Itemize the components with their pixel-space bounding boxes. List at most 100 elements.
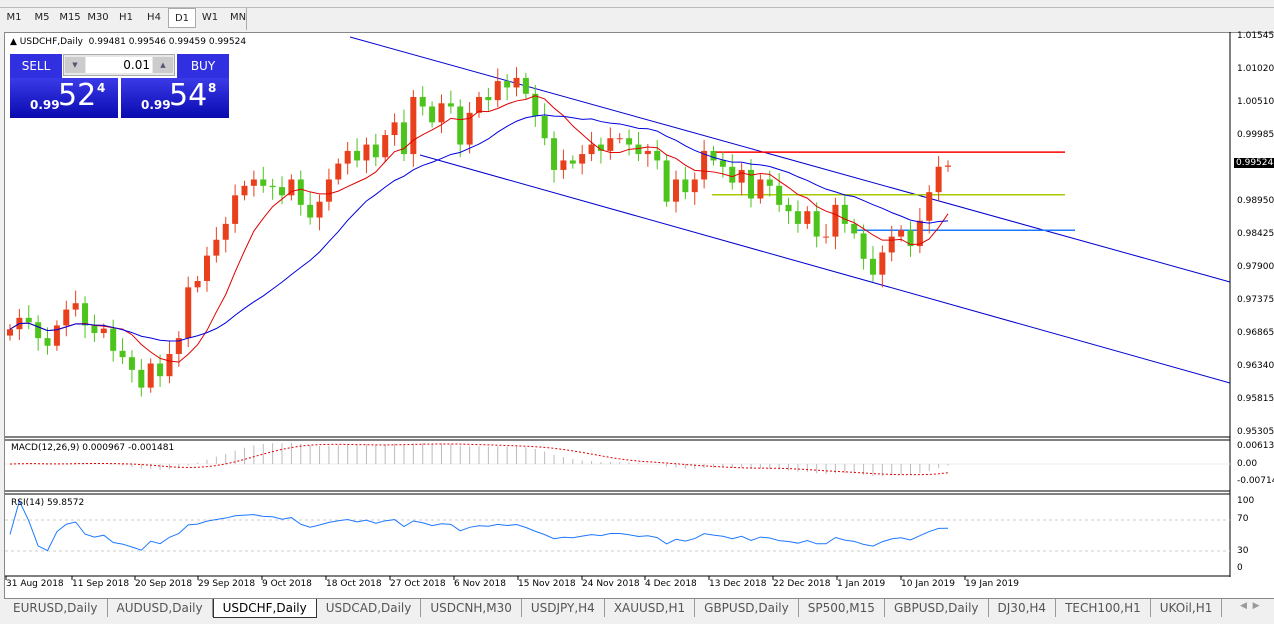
- candle-body: [222, 223, 229, 240]
- candle-body: [710, 150, 717, 161]
- candle-body: [907, 230, 914, 247]
- candle-body: [504, 81, 511, 88]
- tab-scroll-arrows-icon[interactable]: ◀ ▶: [1240, 601, 1260, 611]
- candle-body: [869, 258, 876, 275]
- candle-body: [63, 309, 70, 326]
- chart-tab[interactable]: USDCAD,Daily: [317, 599, 422, 617]
- candle-body: [100, 328, 107, 334]
- candle-body: [363, 144, 370, 161]
- buy-price-fraction: 8: [208, 81, 217, 95]
- channel-upper-line: [349, 36, 1231, 283]
- timeframe-w1[interactable]: W1: [201, 12, 219, 23]
- candle-body: [644, 150, 651, 155]
- macd-label: MACD(12,26,9) 0.000967 -0.001481: [11, 443, 175, 453]
- timeframe-m5[interactable]: M5: [34, 12, 50, 23]
- candle-body: [635, 144, 642, 155]
- candle-body: [372, 144, 379, 158]
- candle-body: [916, 220, 923, 247]
- candle-body: [447, 103, 454, 107]
- date-tick-label: 13 Dec 2018: [709, 579, 767, 589]
- candle-body: [588, 144, 595, 155]
- timeframe-d1[interactable]: D1: [168, 8, 196, 28]
- price-tick-label: 1.01545: [1237, 31, 1274, 41]
- buy-button[interactable]: BUY: [177, 54, 229, 78]
- candle-body: [429, 106, 436, 123]
- candle-body: [316, 201, 323, 218]
- candle-body: [766, 179, 773, 186]
- candle-body: [560, 160, 567, 170]
- candle-body: [457, 106, 464, 145]
- date-tick-label: 19 Jan 2019: [965, 579, 1019, 589]
- lot-input[interactable]: 0.01: [86, 57, 152, 73]
- price-tick-label: 1.01020: [1237, 64, 1274, 74]
- candle-body: [354, 150, 361, 161]
- buy-price[interactable]: 0.99 54 8: [121, 78, 229, 118]
- candle-body: [25, 317, 32, 323]
- lot-size-stepper[interactable]: ▼ 0.01 ▲: [63, 54, 175, 76]
- rsi-tick-label: 30: [1237, 546, 1249, 556]
- price-tick-label: 0.95305: [1237, 427, 1274, 437]
- fast-moving-average-line: [9, 95, 949, 363]
- candle-body: [325, 179, 332, 202]
- candle-body: [823, 236, 830, 238]
- candle-body: [232, 195, 239, 224]
- chart-tab[interactable]: SP500,M15: [799, 599, 885, 617]
- candle-body: [157, 363, 164, 377]
- increase-lot-icon[interactable]: ▲: [153, 57, 173, 73]
- chart-tab[interactable]: GBPUSD,Daily: [885, 599, 989, 617]
- chart-tab[interactable]: XAUUSD,H1: [605, 599, 696, 617]
- timeframe-h4[interactable]: H4: [147, 12, 161, 23]
- chart-tab[interactable]: DJ30,H4: [989, 599, 1057, 617]
- candle-body: [241, 185, 248, 196]
- sell-price[interactable]: 0.99 52 4: [10, 78, 118, 118]
- chart-tab[interactable]: USDCNH,M30: [421, 599, 522, 617]
- chart-tab[interactable]: EURUSD,Daily: [4, 599, 108, 617]
- candle-body: [841, 204, 848, 224]
- candle-body: [898, 230, 905, 237]
- timeframe-mn[interactable]: MN: [229, 12, 247, 23]
- chart-tab[interactable]: USDCHF,Daily: [212, 599, 317, 618]
- buy-price-prefix: 0.99: [141, 98, 171, 112]
- candle-body: [438, 103, 445, 123]
- price-tick-label: 0.97900: [1237, 262, 1274, 272]
- candle-body: [7, 329, 13, 336]
- macd-tick-label: -0.007142: [1237, 476, 1274, 486]
- chart-tab[interactable]: GBPUSD,Daily: [695, 599, 799, 617]
- candle-body: [175, 338, 182, 354]
- candle-body: [269, 185, 276, 188]
- candle-body: [626, 138, 633, 145]
- timeframe-bar: M1 M5 M15 M30 H1 H4 D1 W1 MN: [0, 8, 252, 30]
- date-tick-label: 31 Aug 2018: [6, 579, 64, 589]
- candle-body: [691, 179, 698, 193]
- candle-body: [654, 150, 661, 161]
- candle-body: [719, 160, 726, 167]
- timeframe-m1[interactable]: M1: [6, 12, 22, 23]
- candle-body: [513, 77, 520, 88]
- candle-body: [597, 144, 604, 151]
- chart-tab[interactable]: AUDUSD,Daily: [108, 599, 213, 617]
- candle-body: [44, 338, 51, 346]
- date-tick-label: 6 Nov 2018: [454, 579, 506, 589]
- sell-button[interactable]: SELL: [10, 54, 62, 78]
- candle-body: [532, 93, 539, 117]
- candle-body: [335, 163, 342, 180]
- price-tick-label: 0.97375: [1237, 295, 1274, 305]
- collapse-triangle-icon[interactable]: ▲: [10, 37, 20, 47]
- candle-body: [879, 252, 886, 275]
- buy-price-pips: 54: [169, 78, 208, 113]
- timeframe-m30[interactable]: M30: [87, 12, 109, 23]
- candle-body: [616, 138, 623, 140]
- chart-window[interactable]: [4, 32, 1274, 599]
- candle-body: [391, 122, 398, 136]
- timeframe-h1[interactable]: H1: [119, 12, 133, 23]
- candle-body: [672, 179, 679, 202]
- candle-body: [35, 322, 42, 339]
- chart-tab[interactable]: TECH100,H1: [1056, 599, 1151, 617]
- decrease-lot-icon[interactable]: ▼: [65, 57, 85, 73]
- chart-tab[interactable]: USDJPY,H4: [522, 599, 605, 617]
- candle-body: [701, 150, 708, 180]
- chart-header: ▲ USDCHF,Daily 0.99481 0.99546 0.99459 0…: [10, 37, 246, 47]
- timeframe-m15[interactable]: M15: [59, 12, 81, 23]
- chart-tab[interactable]: UKOil,H1: [1151, 599, 1223, 617]
